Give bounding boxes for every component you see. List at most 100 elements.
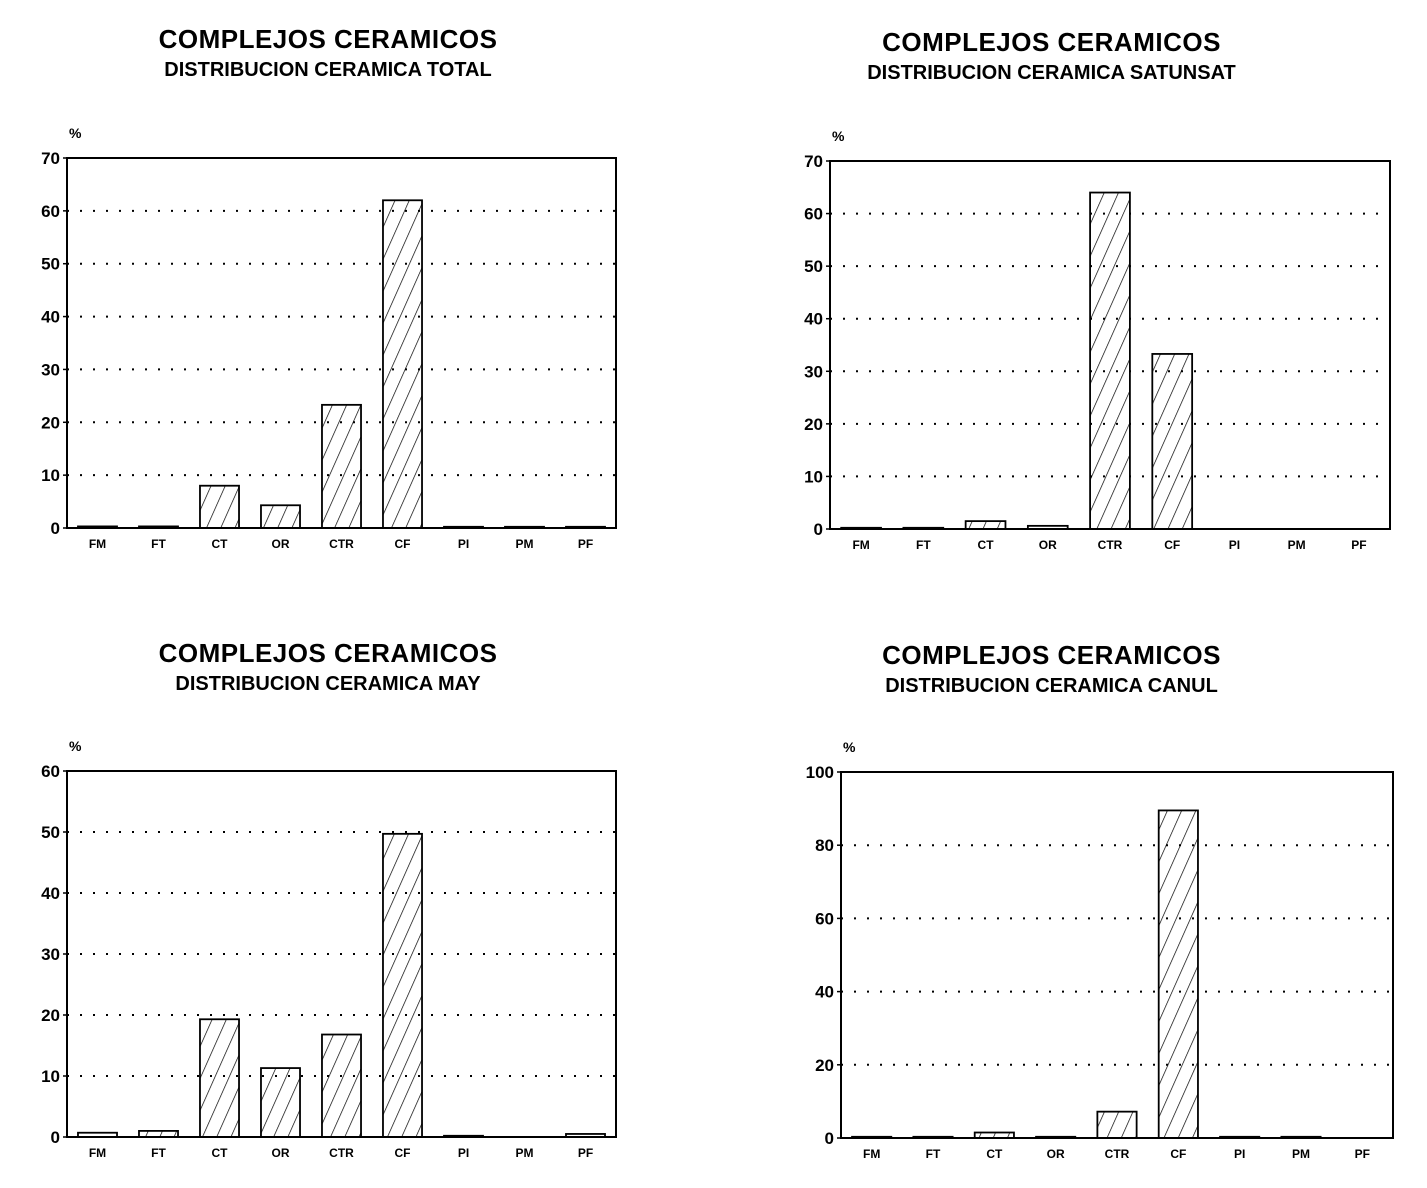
x-category-label: PI xyxy=(1229,538,1240,552)
x-category-label: PI xyxy=(1234,1147,1245,1161)
y-axis-label: % xyxy=(69,125,82,141)
y-tick-label: 30 xyxy=(41,945,60,964)
y-tick-label: 30 xyxy=(804,362,823,381)
chart-panel-canul: COMPLEJOS CERAMICOS DISTRIBUCION CERAMIC… xyxy=(720,600,1427,1188)
plot-frame xyxy=(829,160,1391,530)
x-category-label: OR xyxy=(272,537,290,551)
x-category-label: CT xyxy=(212,1146,229,1160)
x-category-label: CT xyxy=(986,1147,1003,1161)
chart-subtitle: DISTRIBUCION CERAMICA MAY xyxy=(175,673,481,695)
x-category-label: FT xyxy=(916,538,931,552)
chart-subtitle: DISTRIBUCION CERAMICA SATUNSAT xyxy=(867,62,1236,84)
y-tick-label: 0 xyxy=(51,519,60,538)
y-tick-label: 50 xyxy=(804,257,823,276)
plot-frame xyxy=(66,157,617,529)
x-category-label: FM xyxy=(863,1147,880,1161)
bar-ctr xyxy=(321,403,362,529)
y-axis-label: % xyxy=(69,738,82,754)
x-category-label: CF xyxy=(1164,538,1180,552)
y-tick-label: 0 xyxy=(814,520,823,539)
chart-title: COMPLEJOS CERAMICOS xyxy=(158,638,498,668)
x-category-label: PM xyxy=(1292,1147,1310,1161)
y-tick-label: 10 xyxy=(41,1067,60,1086)
bar-chart-satunsat: 0 10 20 30 40 50 60 70% FM FT CT OR CTR CF PI PM PF xyxy=(804,128,1391,552)
y-tick-label: 60 xyxy=(41,202,60,221)
x-category-label: FT xyxy=(926,1147,941,1161)
bar-cf xyxy=(382,199,423,529)
x-category-label: CTR xyxy=(1098,538,1123,552)
y-tick-label: 50 xyxy=(41,255,60,274)
x-category-label: PM xyxy=(1288,538,1306,552)
chart-title: COMPLEJOS CERAMICOS xyxy=(882,27,1221,57)
x-category-label: CF xyxy=(395,1146,411,1160)
chart-subtitle: DISTRIBUCION CERAMICA CANUL xyxy=(885,675,1218,697)
chart-panel-total: COMPLEJOS CERAMICOS DISTRIBUCION CERAMIC… xyxy=(0,0,700,600)
y-tick-label: 50 xyxy=(41,823,60,842)
x-category-label: PI xyxy=(458,537,469,551)
bar-cf xyxy=(382,832,423,1138)
x-category-label: CT xyxy=(978,538,995,552)
x-category-label: CTR xyxy=(1105,1147,1130,1161)
x-category-label: FT xyxy=(151,537,166,551)
chart-title: COMPLEJOS CERAMICOS xyxy=(882,640,1221,670)
plot-frame xyxy=(840,771,1394,1139)
x-category-label: OR xyxy=(1039,538,1057,552)
x-category-label: FM xyxy=(89,537,106,551)
bar-ct xyxy=(199,484,240,529)
x-category-label: PM xyxy=(516,1146,534,1160)
y-tick-label: 20 xyxy=(804,415,823,434)
y-axis-label: % xyxy=(843,739,856,755)
bar-ctr xyxy=(1096,1110,1138,1139)
y-tick-label: 0 xyxy=(825,1129,834,1148)
x-category-label: OR xyxy=(1047,1147,1065,1161)
bar-ct xyxy=(964,520,1007,530)
y-tick-label: 60 xyxy=(804,205,823,224)
y-tick-label: 70 xyxy=(41,149,60,168)
y-tick-label: 30 xyxy=(41,360,60,379)
y-tick-label: 40 xyxy=(815,983,834,1002)
bar-ctr xyxy=(321,1033,362,1138)
bar-or xyxy=(260,1067,301,1138)
x-category-label: FT xyxy=(151,1146,166,1160)
plot-frame xyxy=(66,770,617,1138)
y-tick-label: 40 xyxy=(41,884,60,903)
y-tick-label: 20 xyxy=(41,413,60,432)
y-tick-label: 10 xyxy=(804,467,823,486)
chart-panel-may: COMPLEJOS CERAMICOS DISTRIBUCION CERAMIC… xyxy=(0,600,700,1188)
x-category-label: CTR xyxy=(329,1146,354,1160)
chart-title: COMPLEJOS CERAMICOS xyxy=(158,24,498,54)
bar-ct xyxy=(199,1018,240,1138)
y-tick-label: 70 xyxy=(804,152,823,171)
bar-cf xyxy=(1157,809,1199,1139)
y-tick-label: 100 xyxy=(806,763,834,782)
bar-cf xyxy=(1151,353,1194,530)
x-category-label: CF xyxy=(395,537,411,551)
y-axis-label: % xyxy=(832,128,845,144)
bar-or xyxy=(260,504,301,529)
x-category-label: PF xyxy=(578,537,593,551)
x-category-label: CTR xyxy=(329,537,354,551)
bar-chart-may: 0 10 20 30 40 50 60% FM FT CT OR CTR CF PI PM PF xyxy=(41,738,617,1160)
x-category-label: PI xyxy=(458,1146,469,1160)
y-tick-label: 20 xyxy=(815,1056,834,1075)
bar-ctr xyxy=(1089,191,1131,530)
y-tick-label: 0 xyxy=(51,1128,60,1147)
y-tick-label: 10 xyxy=(41,466,60,485)
bar-chart-total: 0 10 20 30 40 50 60 70% FM FT CT OR CTR CF PI PM PF xyxy=(41,125,617,551)
y-tick-label: 40 xyxy=(804,310,823,329)
y-tick-label: 40 xyxy=(41,308,60,327)
y-tick-label: 80 xyxy=(815,836,834,855)
x-category-label: CT xyxy=(212,537,229,551)
bar-chart-canul: 0 20 40 60 80 100% FM FT CT OR CTR CF PI PM PF xyxy=(806,739,1394,1161)
x-category-label: FM xyxy=(89,1146,106,1160)
chart-panel-satunsat: COMPLEJOS CERAMICOS DISTRIBUCION CERAMIC… xyxy=(720,0,1427,600)
y-tick-label: 60 xyxy=(815,909,834,928)
y-tick-label: 60 xyxy=(41,762,60,781)
y-tick-label: 20 xyxy=(41,1006,60,1025)
x-category-label: PF xyxy=(1351,538,1366,552)
chart-subtitle: DISTRIBUCION CERAMICA TOTAL xyxy=(164,59,492,81)
x-category-label: FM xyxy=(852,538,869,552)
x-category-label: PM xyxy=(516,537,534,551)
x-category-label: OR xyxy=(272,1146,290,1160)
x-category-label: PF xyxy=(578,1146,593,1160)
